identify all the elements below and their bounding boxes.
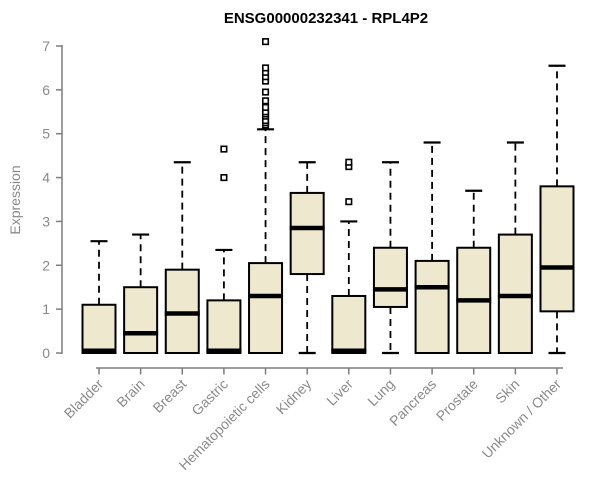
x-tick-label: Prostate xyxy=(433,376,481,424)
outlier-point xyxy=(261,103,270,111)
x-tick-label: Lung xyxy=(364,376,397,409)
y-tick-label: 2 xyxy=(42,257,50,273)
box xyxy=(372,246,408,308)
outlier-point xyxy=(261,38,270,46)
box xyxy=(248,262,284,355)
outlier-point xyxy=(261,64,270,72)
outlier-point xyxy=(345,158,353,166)
outlier-point xyxy=(345,198,353,206)
y-tick-label: 6 xyxy=(42,82,50,98)
chart-title: ENSG00000232341 - RPL4P2 xyxy=(223,10,429,27)
x-tick-label: Unknown / Other xyxy=(479,376,565,462)
box xyxy=(206,299,242,354)
x-tick-label: Brain xyxy=(113,376,147,410)
outlier-point xyxy=(220,145,228,153)
x-tick-label: Liver xyxy=(323,376,356,409)
box xyxy=(414,259,450,354)
x-tick-label: Bladder xyxy=(61,376,107,422)
y-tick-label: 0 xyxy=(42,345,50,361)
outlier-point xyxy=(261,97,270,105)
x-tick-label: Kidney xyxy=(273,376,315,418)
x-tick-label: Breast xyxy=(149,376,189,416)
y-tick-label: 1 xyxy=(42,301,50,317)
y-tick-label: 5 xyxy=(42,126,50,142)
outlier-point xyxy=(261,88,270,96)
outlier-point xyxy=(220,174,228,182)
y-tick-label: 7 xyxy=(42,38,50,54)
box xyxy=(539,185,575,313)
y-tick-label: 4 xyxy=(42,170,50,186)
box xyxy=(331,294,367,355)
box xyxy=(123,286,159,355)
y-tick-label: 3 xyxy=(42,213,50,229)
x-tick-label: Skin xyxy=(492,376,523,407)
box xyxy=(81,303,117,354)
box xyxy=(289,191,325,276)
